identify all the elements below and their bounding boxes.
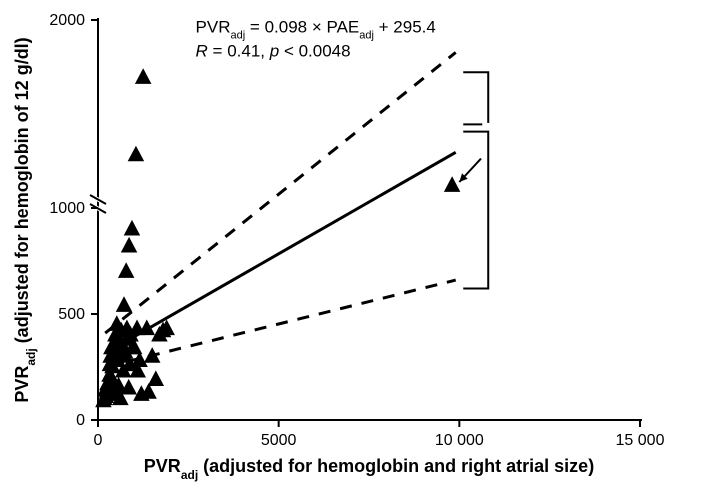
stats-text: R = 0.41, p < 0.0048 — [196, 42, 351, 61]
y-tick-label: 0 — [76, 412, 85, 429]
x-tick-label: 5000 — [261, 432, 297, 449]
x-tick-label: 10 000 — [435, 432, 484, 449]
x-tick-label: 0 — [94, 432, 103, 449]
y-tick-label: 2000 — [49, 12, 85, 29]
x-tick-label: 15 000 — [616, 432, 665, 449]
chart-svg: 0500010 00015 000050010002000PVRadj = 0.… — [0, 0, 701, 504]
y-tick-label: 500 — [58, 306, 85, 323]
scatter-chart: 0500010 00015 000050010002000PVRadj = 0.… — [0, 0, 701, 504]
chart-bg — [0, 0, 701, 504]
y-tick-label: 1000 — [49, 200, 85, 217]
